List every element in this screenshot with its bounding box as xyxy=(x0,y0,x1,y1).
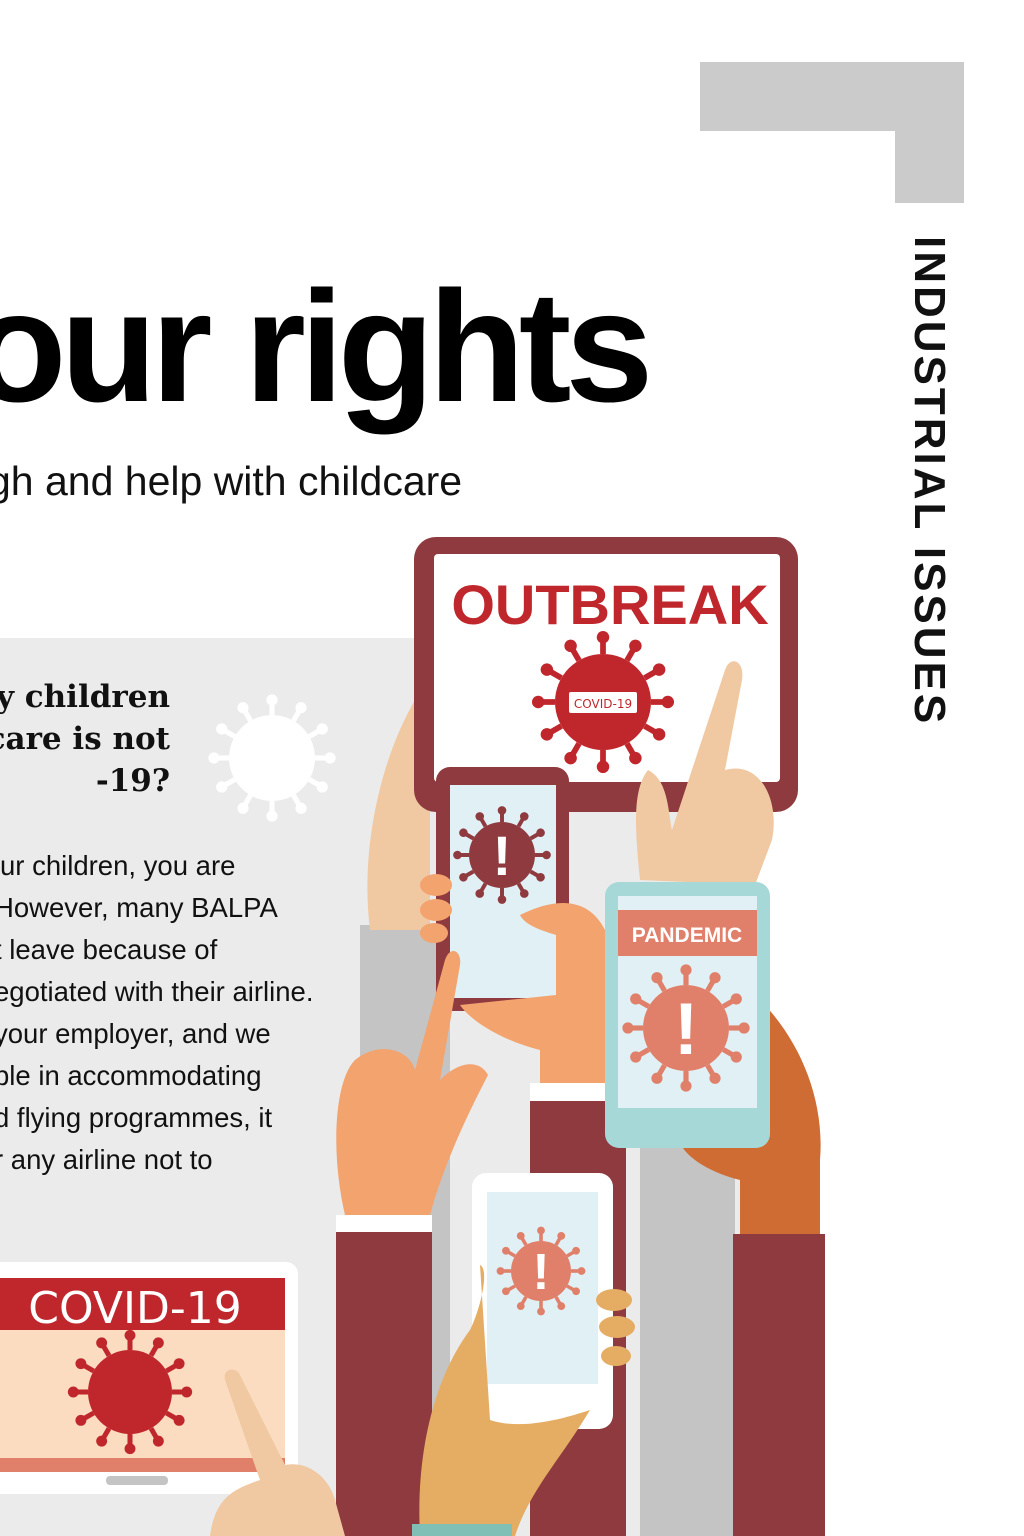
hand-gold xyxy=(419,1265,590,1536)
pandemic-text: PANDEMIC xyxy=(632,924,742,947)
laptop-bar xyxy=(0,1458,285,1472)
laptop-banner xyxy=(0,1278,285,1330)
body-text: ur children, you are However, many BALPA… xyxy=(0,845,314,1181)
finger xyxy=(599,1316,635,1338)
exclamation-icon: ! xyxy=(493,824,512,887)
body-line: egotiated with their airline. xyxy=(0,976,314,1007)
hand-orange-pointing xyxy=(336,950,488,1215)
cuff xyxy=(530,1083,626,1101)
exclamation-icon: ! xyxy=(533,1243,550,1300)
body-line: t leave because of xyxy=(0,934,218,965)
finger xyxy=(420,923,448,943)
virus-decoration-icon xyxy=(208,694,336,822)
body-line: your employer, and we xyxy=(0,1018,271,1049)
finger xyxy=(420,874,452,896)
question-line: -19? xyxy=(95,763,170,799)
cuff-teal xyxy=(412,1524,512,1536)
body-line: However, many BALPA xyxy=(0,892,278,923)
virus-alert-icon: ! xyxy=(453,806,551,904)
virus-icon xyxy=(67,1329,193,1455)
hand-pointing-light xyxy=(636,661,774,885)
virus-alert-icon: ! xyxy=(622,964,750,1092)
cuff xyxy=(336,1215,432,1232)
finger xyxy=(596,1289,632,1311)
laptop-heading: COVID-19 xyxy=(28,1283,241,1334)
page-title: our rights xyxy=(0,259,653,435)
covid-badge-text: COVID-19 xyxy=(574,697,632,711)
laptop-home-button xyxy=(106,1476,168,1485)
question-line: y children xyxy=(0,679,170,715)
virus-icon xyxy=(531,630,675,774)
question-line: lcare is not xyxy=(0,721,170,757)
exclamation-icon: ! xyxy=(674,989,698,1070)
hand-orange-holding-phone xyxy=(460,903,627,1090)
sleeve-maroon-right xyxy=(733,1234,825,1536)
pandemic-banner xyxy=(618,910,757,956)
hand-light-laptop xyxy=(210,1369,345,1536)
covid-badge xyxy=(569,692,637,713)
body-line: ur children, you are xyxy=(0,850,236,881)
decorative-bracket-side xyxy=(895,62,964,203)
body-line: ble in accommodating xyxy=(0,1060,262,1091)
tablet-heading: OUTBREAK xyxy=(451,573,768,636)
sleeve-grey-right xyxy=(640,1140,735,1536)
finger xyxy=(420,899,452,921)
page-subtitle: gh and help with childcare xyxy=(0,458,463,504)
question-heading: y children lcare is not -19? xyxy=(0,676,170,802)
body-line: d flying programmes, it xyxy=(0,1102,273,1133)
sleeve-maroon-left xyxy=(336,1215,432,1536)
finger xyxy=(601,1346,631,1366)
body-line: r any airline not to xyxy=(0,1144,213,1175)
virus-alert-icon: ! xyxy=(496,1226,586,1316)
